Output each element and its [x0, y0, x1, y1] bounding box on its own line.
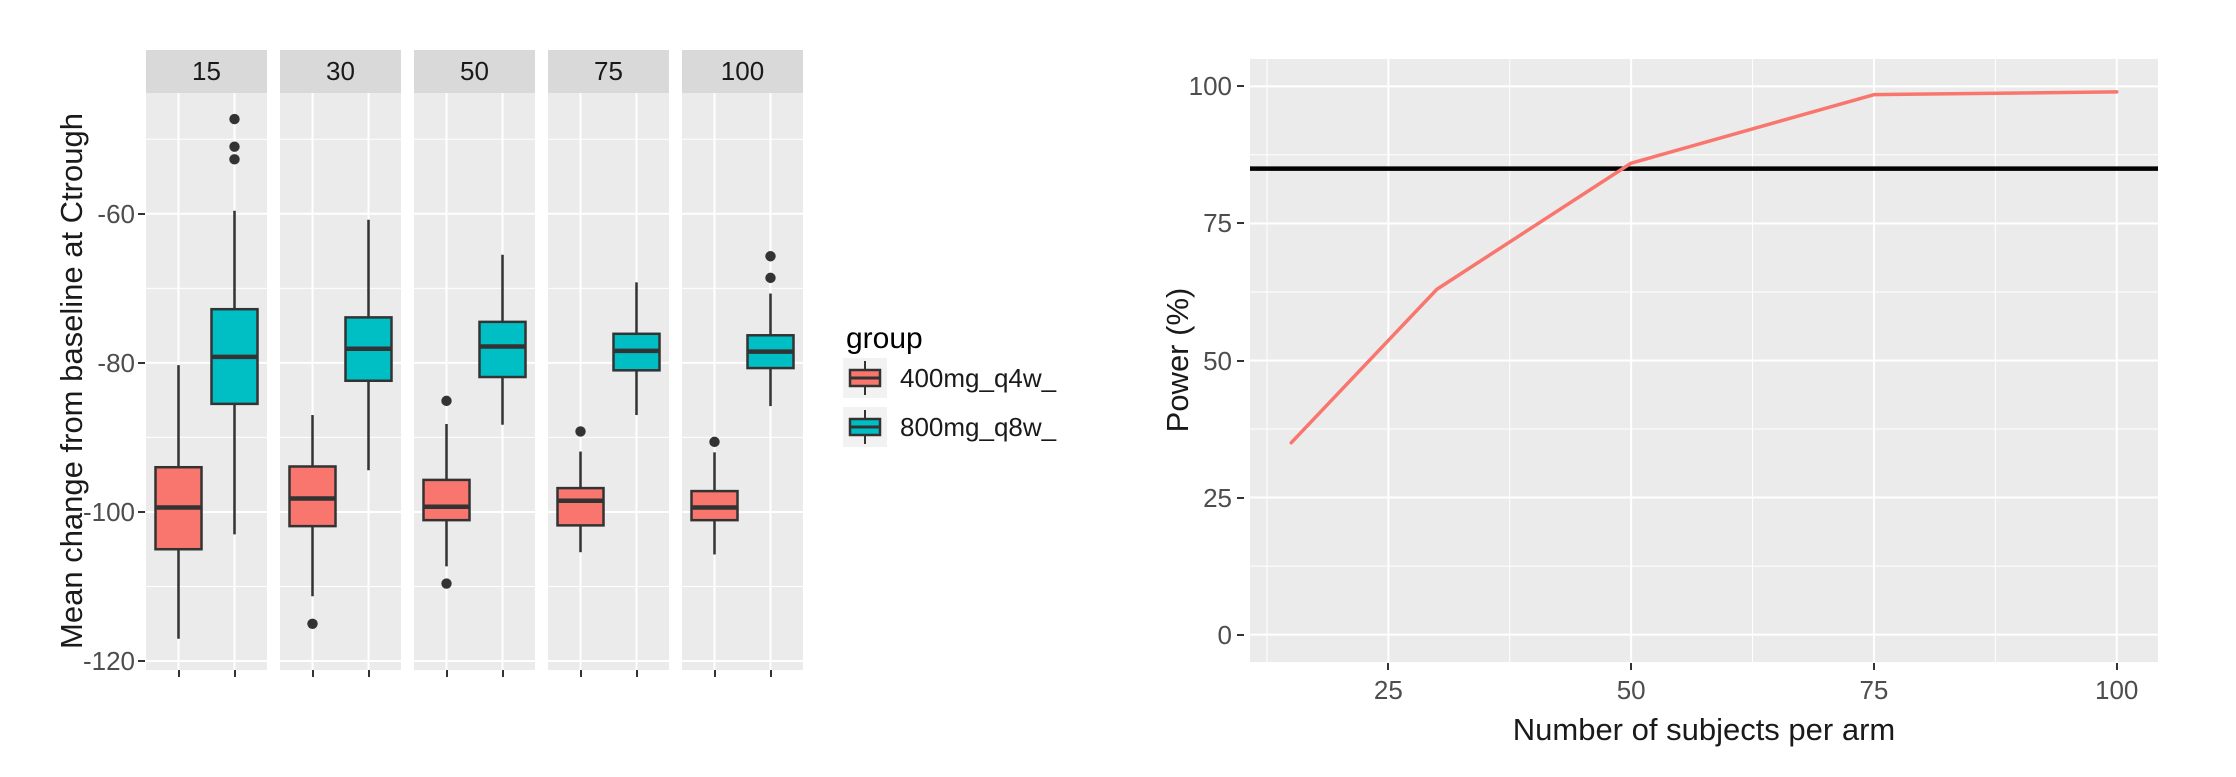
x-tick-mark — [2115, 663, 2118, 670]
facet-plot-area — [414, 93, 535, 670]
right-x-axis-title: Number of subjects per arm — [1512, 712, 1896, 747]
legend-entry-label: 800mg_q8w_ — [900, 411, 1057, 442]
x-tick-mark — [367, 670, 370, 677]
boxplot-key-icon — [848, 410, 882, 444]
boxplot-key-icon — [848, 361, 882, 395]
box-15-400mg_q4w_ — [154, 365, 203, 639]
x-tick-mark — [1872, 663, 1875, 670]
y-tick-mark — [1237, 85, 1244, 88]
y-tick-label: 100 — [1188, 71, 1232, 102]
x-tick-mark — [445, 670, 448, 677]
legend-title: group — [846, 322, 923, 355]
facet-plot-area — [682, 93, 803, 670]
facet-plot-area — [146, 93, 267, 670]
y-tick-label: 50 — [1203, 345, 1232, 376]
x-tick-label: 75 — [1859, 675, 1889, 705]
y-tick-mark — [138, 361, 145, 364]
box-50-800mg_q8w_ — [478, 254, 527, 425]
facet-strip-75: 75 — [548, 50, 669, 93]
y-tick-label: 75 — [1203, 208, 1232, 239]
x-tick-label: 100 — [2095, 675, 2139, 705]
line-plot-area — [1250, 59, 2158, 662]
x-tick-mark — [233, 670, 236, 677]
x-tick-mark — [1630, 663, 1633, 670]
x-tick-mark — [769, 670, 772, 677]
y-tick-mark — [138, 212, 145, 215]
facet-panel-15 — [146, 93, 267, 670]
facet-panel-50 — [414, 93, 535, 670]
box-75-400mg_q4w_ — [556, 426, 605, 553]
facet-plot-area — [548, 93, 669, 670]
legend-key — [843, 358, 887, 398]
y-tick-mark — [138, 510, 145, 513]
facet-strip-100: 100 — [682, 50, 803, 93]
x-tick-mark — [1387, 663, 1390, 670]
box-30-400mg_q4w_ — [288, 415, 337, 629]
boxplot-chart: Mean change from baseline at Ctrough -60… — [54, 50, 1057, 677]
y-tick-label: -120 — [82, 646, 135, 677]
y-tick-mark — [1237, 222, 1244, 225]
legend-entry-label: 400mg_q4w_ — [900, 362, 1057, 393]
y-tick-mark — [1237, 359, 1244, 362]
facet-strip-15: 15 — [146, 50, 267, 93]
x-tick-mark — [501, 670, 504, 677]
y-tick-label: 25 — [1203, 482, 1232, 513]
y-tick-label: -100 — [82, 496, 135, 527]
y-tick-mark — [1237, 496, 1244, 499]
line-chart-panel — [1250, 59, 2158, 662]
y-tick-label: 0 — [1217, 619, 1232, 650]
box-50-400mg_q4w_ — [422, 395, 471, 589]
box-15-800mg_q8w_ — [210, 113, 259, 535]
box-75-800mg_q8w_ — [612, 282, 661, 416]
facet-strip-30: 30 — [280, 50, 401, 93]
power-line-chart: Power (%) 0 25 50 75 100 25 50 75 100 Number of … — [1140, 0, 2236, 777]
power-curve-line — [1289, 90, 2119, 445]
y-tick-mark — [138, 660, 145, 663]
x-tick-label: 50 — [1616, 675, 1646, 705]
x-tick-mark — [177, 670, 180, 677]
y-tick-mark — [1237, 633, 1244, 636]
x-tick-mark — [579, 670, 582, 677]
x-tick-label: 25 — [1373, 675, 1403, 705]
x-tick-mark — [635, 670, 638, 677]
y-tick-label: -60 — [97, 198, 135, 229]
facet-panel-75 — [548, 93, 669, 670]
legend-key — [843, 407, 887, 447]
facet-panel-30 — [280, 93, 401, 670]
box-30-800mg_q8w_ — [344, 219, 393, 471]
box-100-800mg_q8w_ — [746, 251, 795, 407]
left-y-axis-title: Mean change from baseline at Ctrough — [54, 113, 89, 649]
box-100-400mg_q4w_ — [690, 436, 739, 555]
y-tick-label: -80 — [97, 347, 135, 378]
facet-strip-50: 50 — [414, 50, 535, 93]
x-tick-mark — [713, 670, 716, 677]
x-tick-mark — [311, 670, 314, 677]
facet-plot-area — [280, 93, 401, 670]
facet-panel-100 — [682, 93, 803, 670]
